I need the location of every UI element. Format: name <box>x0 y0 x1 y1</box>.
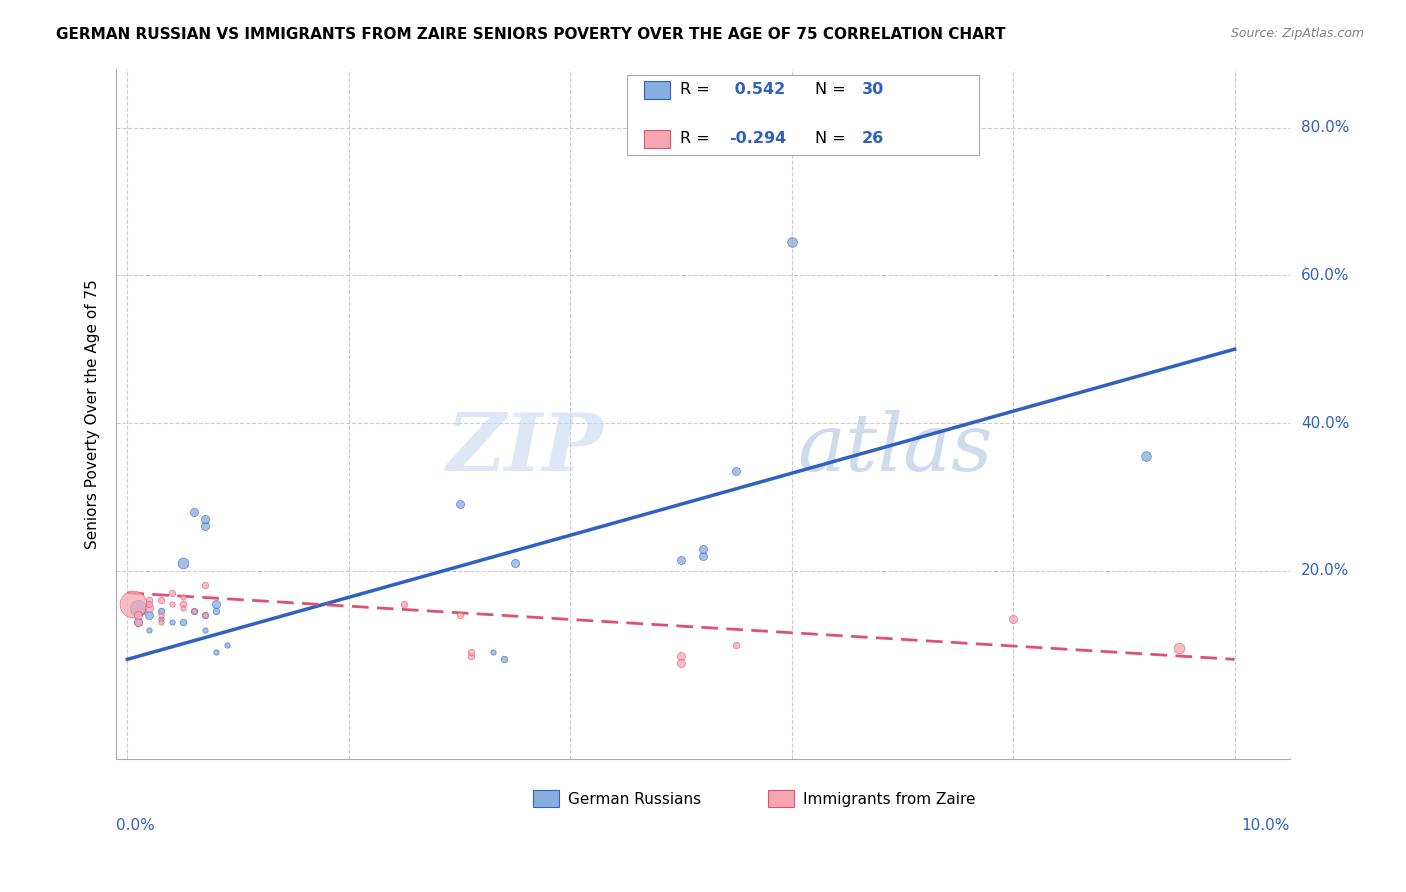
Point <box>149 607 172 622</box>
Text: 0.0%: 0.0% <box>117 818 155 833</box>
Point <box>449 497 471 511</box>
FancyBboxPatch shape <box>644 130 671 148</box>
Point <box>160 586 183 600</box>
Point <box>160 615 183 630</box>
Text: N =: N = <box>814 82 851 97</box>
Point <box>183 604 205 618</box>
Point <box>149 612 172 626</box>
Point <box>183 604 205 618</box>
Point <box>194 519 217 533</box>
Text: 0.542: 0.542 <box>728 82 785 97</box>
Text: Immigrants from Zaire: Immigrants from Zaire <box>803 791 976 806</box>
Point <box>205 604 228 618</box>
Text: 30: 30 <box>862 82 884 97</box>
Point <box>194 607 217 622</box>
Point <box>692 541 714 556</box>
Point <box>481 645 503 659</box>
Point <box>172 597 194 611</box>
Point <box>194 512 217 526</box>
Point <box>138 607 160 622</box>
FancyBboxPatch shape <box>768 790 793 807</box>
Text: R =: R = <box>679 131 714 146</box>
Point <box>183 505 205 519</box>
Point <box>1002 612 1025 626</box>
FancyBboxPatch shape <box>533 790 558 807</box>
Point <box>122 597 145 611</box>
Text: -0.294: -0.294 <box>728 131 786 146</box>
Point <box>172 600 194 615</box>
Point <box>149 615 172 630</box>
Point <box>138 593 160 607</box>
Point <box>127 600 149 615</box>
Y-axis label: Seniors Poverty Over the Age of 75: Seniors Poverty Over the Age of 75 <box>86 279 100 549</box>
Point <box>172 557 194 571</box>
Text: 20.0%: 20.0% <box>1301 563 1350 578</box>
Text: Source: ZipAtlas.com: Source: ZipAtlas.com <box>1230 27 1364 40</box>
Point <box>780 235 803 249</box>
Point <box>1135 449 1157 463</box>
Point <box>160 597 183 611</box>
Point <box>503 557 526 571</box>
Point <box>205 597 228 611</box>
Text: 10.0%: 10.0% <box>1241 818 1291 833</box>
Text: N =: N = <box>814 131 851 146</box>
Text: German Russians: German Russians <box>568 791 702 806</box>
Text: 60.0%: 60.0% <box>1301 268 1350 283</box>
Point <box>449 607 471 622</box>
Point <box>460 648 482 663</box>
Text: atlas: atlas <box>797 409 993 487</box>
Point <box>205 645 228 659</box>
Point <box>127 607 149 622</box>
Point <box>725 638 748 652</box>
Text: R =: R = <box>679 82 714 97</box>
Point <box>149 593 172 607</box>
Point <box>669 552 692 566</box>
Point <box>725 464 748 478</box>
Point <box>758 120 780 135</box>
Point <box>669 656 692 670</box>
FancyBboxPatch shape <box>644 81 671 99</box>
Text: ZIP: ZIP <box>447 409 603 487</box>
Point <box>392 597 415 611</box>
Point <box>460 645 482 659</box>
Text: 26: 26 <box>862 131 884 146</box>
Text: 40.0%: 40.0% <box>1301 416 1350 431</box>
Point <box>172 615 194 630</box>
Point <box>127 615 149 630</box>
Point <box>138 600 160 615</box>
Text: GERMAN RUSSIAN VS IMMIGRANTS FROM ZAIRE SENIORS POVERTY OVER THE AGE OF 75 CORRE: GERMAN RUSSIAN VS IMMIGRANTS FROM ZAIRE … <box>56 27 1005 42</box>
FancyBboxPatch shape <box>627 76 979 155</box>
Point <box>492 652 515 666</box>
Point <box>194 607 217 622</box>
Point <box>138 623 160 637</box>
Point <box>127 615 149 630</box>
Point <box>692 549 714 563</box>
Point <box>194 623 217 637</box>
Point <box>194 578 217 592</box>
Point <box>149 604 172 618</box>
Point <box>138 597 160 611</box>
Point <box>172 590 194 604</box>
Point <box>1168 641 1191 656</box>
Point <box>215 638 238 652</box>
Text: 80.0%: 80.0% <box>1301 120 1350 135</box>
Point <box>669 648 692 663</box>
